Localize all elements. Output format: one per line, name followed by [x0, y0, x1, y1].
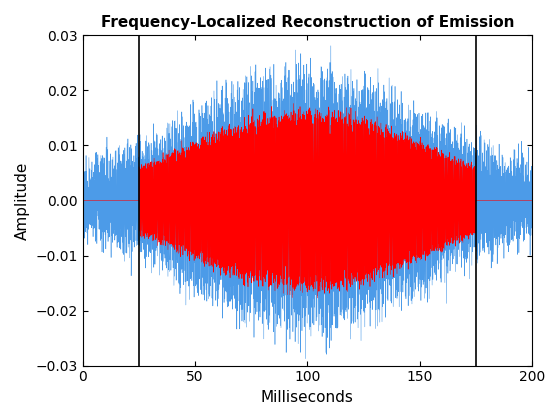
X-axis label: Milliseconds: Milliseconds [261, 390, 354, 405]
Title: Frequency-Localized Reconstruction of Emission: Frequency-Localized Reconstruction of Em… [101, 15, 514, 30]
Y-axis label: Amplitude: Amplitude [15, 161, 30, 240]
